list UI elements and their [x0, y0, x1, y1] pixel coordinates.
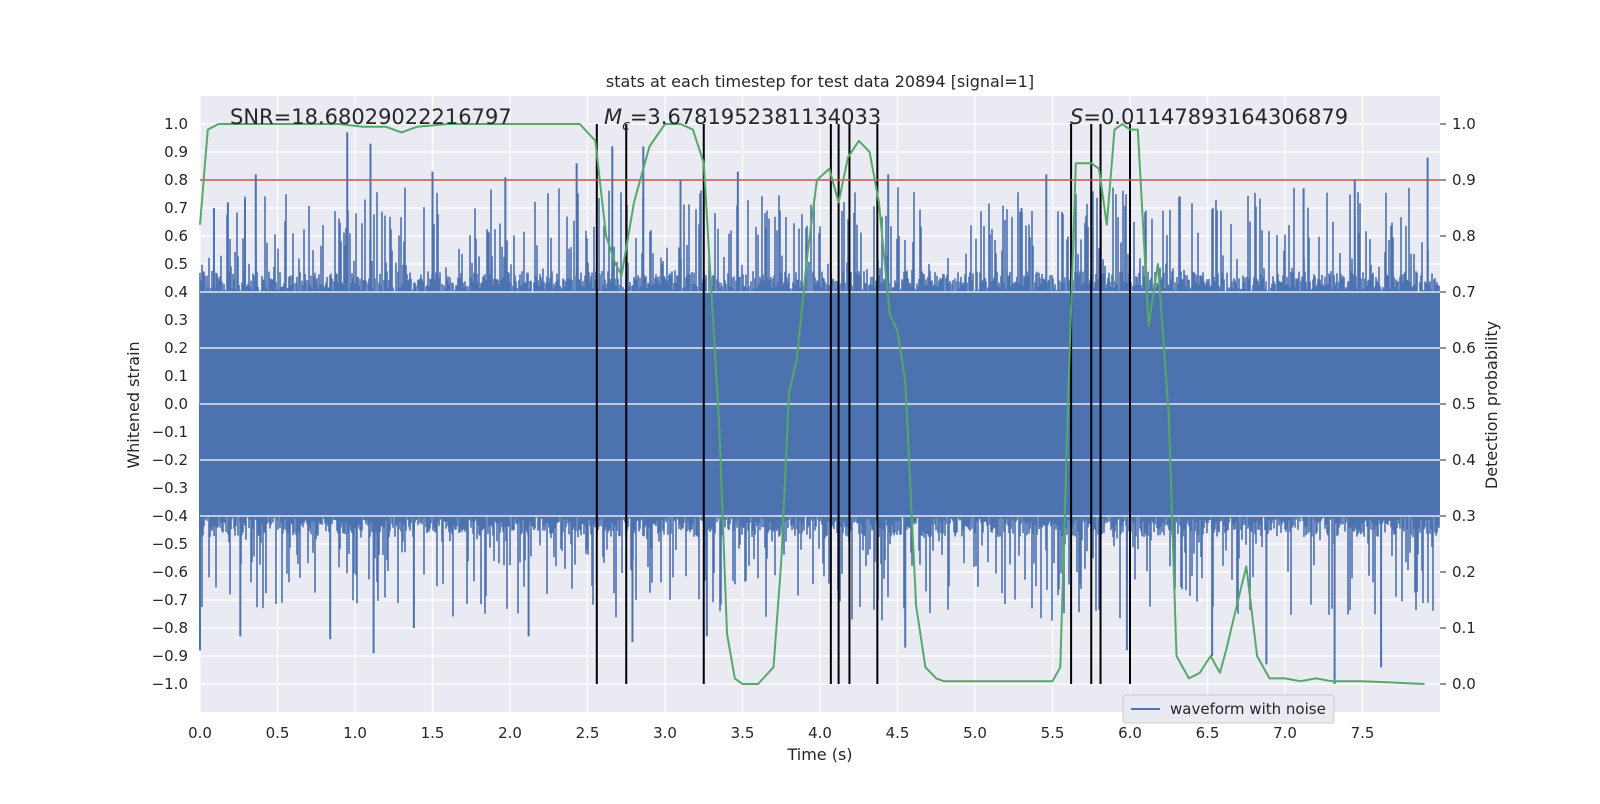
y-tick-label: 0.4	[164, 283, 188, 301]
y2-axis-label: Detection probability	[1482, 321, 1501, 489]
y-tick-label: 0.6	[164, 227, 188, 245]
y-tick-label: −0.6	[152, 563, 188, 581]
y-tick-label: −0.9	[152, 647, 188, 665]
y-tick-label: −0.2	[152, 451, 188, 469]
y2-tick-label: 0.5	[1452, 395, 1476, 413]
y-tick-label: −0.4	[152, 507, 188, 525]
legend-entry-waveform: waveform with noise	[1170, 700, 1326, 718]
legend: waveform with noise	[1122, 694, 1335, 724]
y-tick-label: −0.5	[152, 535, 188, 553]
series-detection-probability	[199, 123, 1425, 685]
x-tick-label: 1.5	[421, 724, 445, 742]
annotation-s-symbol: S	[1070, 105, 1083, 129]
right-axis-ticks: 1.0 0.9 0.8 0.7 0.6 0.5 0.4 0.3 0.2 0.1 0.0	[1440, 115, 1476, 693]
annotation-s: S=0.01147893164306879	[1070, 105, 1348, 129]
x-tick-label: 6.0	[1118, 724, 1142, 742]
x-tick-label: 4.5	[886, 724, 910, 742]
y2-tick-label: 0.1	[1452, 619, 1476, 637]
y2-tick-label: 0.9	[1452, 171, 1476, 189]
y-tick-label: −0.7	[152, 591, 188, 609]
x-tick-label: 6.5	[1196, 724, 1220, 742]
series-waveform-with-noise	[199, 132, 1440, 684]
x-tick-label: 3.0	[653, 724, 677, 742]
y2-tick-label: 0.6	[1452, 339, 1476, 357]
y2-tick-label: 0.7	[1452, 283, 1476, 301]
x-axis-ticks: 0.0 0.5 1.0 1.5 2.0 2.5 3.0 3.5 4.0 4.5 5.0 5.5 6.0 6…	[188, 724, 1374, 742]
y-tick-label: 0.1	[164, 367, 188, 385]
y-tick-label: 0.3	[164, 311, 188, 329]
y2-tick-label: 0.0	[1452, 675, 1476, 693]
y-tick-label: −0.8	[152, 619, 188, 637]
y-tick-label: 0.9	[164, 143, 188, 161]
x-tick-label: 2.0	[498, 724, 522, 742]
x-tick-label: 7.5	[1351, 724, 1375, 742]
x-tick-label: 2.5	[576, 724, 600, 742]
event-marker-lines	[595, 124, 1131, 684]
annotation-mc-subscript: c	[622, 118, 630, 134]
annotation-snr: SNR=18.68029022216797	[230, 105, 512, 129]
y2-tick-label: 1.0	[1452, 115, 1476, 133]
y-tick-label: 0.7	[164, 199, 188, 217]
x-tick-label: 0.5	[266, 724, 290, 742]
annotation-chirp-mass: Mc=3.6781952381134033	[604, 105, 881, 134]
left-axis-ticks: 1.0 0.9 0.8 0.7 0.6 0.5 0.4 0.3 0.2 0.1 0.0 −0.1 −0.…	[152, 115, 188, 693]
x-tick-label: 1.0	[343, 724, 367, 742]
x-tick-label: 7.0	[1273, 724, 1297, 742]
annotation-mc-symbol: M	[604, 105, 622, 129]
chart-title: stats at each timestep for test data 208…	[606, 72, 1034, 91]
y2-tick-label: 0.4	[1452, 451, 1476, 469]
y-tick-label: −0.3	[152, 479, 188, 497]
y-tick-label: −1.0	[152, 675, 188, 693]
y-tick-label: 0.0	[164, 395, 188, 413]
x-tick-label: 4.0	[808, 724, 832, 742]
x-axis-label: Time (s)	[786, 745, 852, 764]
y-axis-label: Whitened strain	[124, 341, 143, 468]
y2-tick-label: 0.2	[1452, 563, 1476, 581]
x-tick-label: 5.5	[1041, 724, 1065, 742]
y-tick-label: 1.0	[164, 115, 188, 133]
y-tick-label: 0.5	[164, 255, 188, 273]
detection-probability-line	[199, 123, 1425, 685]
legend-box	[1122, 694, 1335, 724]
y2-tick-label: 0.8	[1452, 227, 1476, 245]
annotation-mc-value: =3.6781952381134033	[630, 105, 881, 129]
x-tick-label: 3.5	[731, 724, 755, 742]
y2-tick-label: 0.3	[1452, 507, 1476, 525]
annotation-s-value: =0.01147893164306879	[1083, 105, 1348, 129]
y-tick-label: 0.2	[164, 339, 188, 357]
y-tick-label: 0.8	[164, 171, 188, 189]
y-tick-label: −0.1	[152, 423, 188, 441]
x-tick-label: 5.0	[963, 724, 987, 742]
x-tick-label: 0.0	[188, 724, 212, 742]
